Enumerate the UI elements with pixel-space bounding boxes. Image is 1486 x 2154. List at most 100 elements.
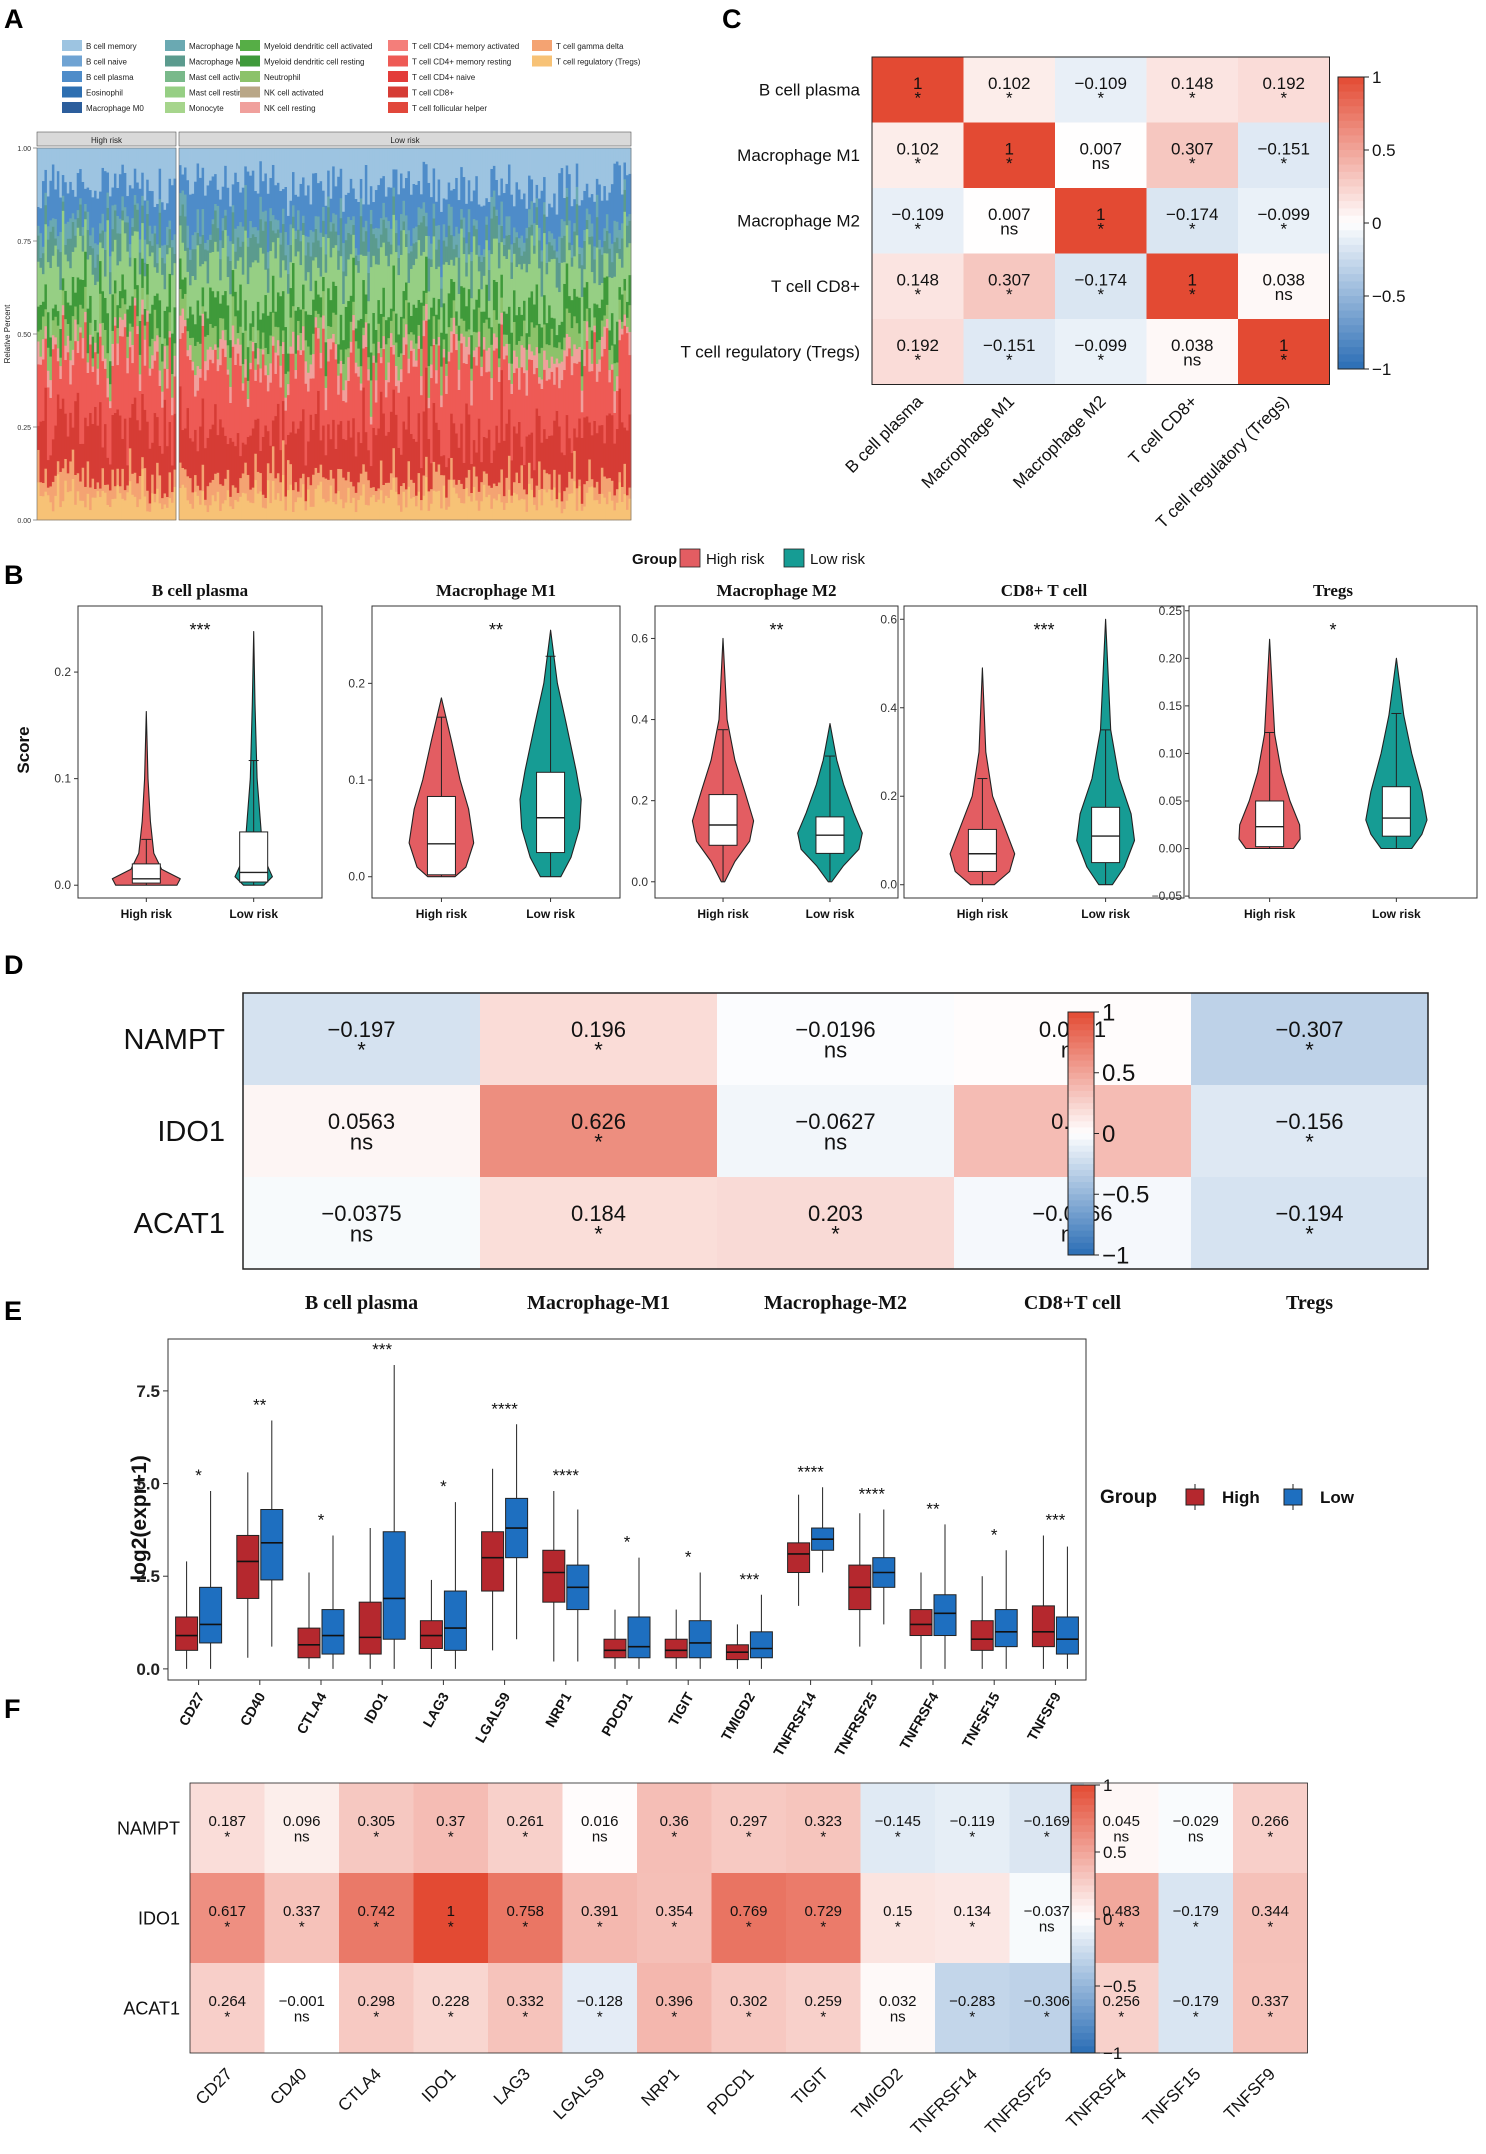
bar-segment-macrophage-m1 — [173, 234, 177, 254]
heat-sig-t-cell-regulatory-tregs-t-cell-cd8: ns — [1183, 351, 1201, 370]
bar-segment-b-cell-memory — [209, 148, 213, 181]
bar-segment-t-cell-regulatory-tregs — [86, 493, 90, 521]
bar-segment-macrophage-m1 — [327, 196, 331, 208]
bar-segment-nk-cell-resting — [99, 323, 102, 337]
bar-segment-myeloid-dendritic-cell-resting — [41, 301, 45, 317]
bar-segment-b-cell-plasma — [264, 173, 268, 211]
bar-segment-neutrophil — [495, 319, 499, 338]
bar-segment-b-cell-plasma — [196, 163, 200, 210]
bar-segment-mast-cell-resting — [153, 266, 157, 296]
bar-segment-myeloid-dendritic-cell-resting — [249, 323, 253, 341]
bar-segment-myeloid-dendritic-cell-resting — [189, 306, 192, 339]
heat-cell-acat1-tnfrsf14 — [935, 1963, 1010, 2053]
bar-segment-macrophage-m1 — [555, 251, 559, 258]
bar-segment-t-cell-gamma-delta — [394, 477, 398, 492]
legend-key-low — [1283, 1488, 1303, 1506]
bar-segment-macrophage-m2 — [613, 241, 617, 277]
bar-segment-b-cell-memory — [54, 148, 58, 190]
bar-segment-nk-cell-resting — [184, 319, 187, 327]
bar-segment-mast-cell-resting — [244, 230, 248, 301]
bar-segment-neutrophil — [387, 337, 391, 363]
bar-segment-t-cell-cd4-memory-resting — [613, 412, 617, 444]
bar-segment-neutrophil — [482, 322, 486, 338]
bar-segment-mast-cell-resting — [209, 252, 213, 288]
bar-segment-neutrophil — [349, 321, 353, 342]
bar-segment-t-cell-regulatory-tregs — [249, 502, 253, 521]
colorbar-step — [1071, 1965, 1095, 1974]
bar-segment-t-cell-gamma-delta — [314, 467, 318, 489]
bar-segment-t-cell-regulatory-tregs — [69, 490, 73, 521]
box-high-tigit — [664, 1638, 688, 1659]
colorbar-step — [1071, 1919, 1095, 1927]
bar-segment-nk-cell-resting — [445, 375, 449, 394]
bar-segment-macrophage-m2 — [460, 219, 464, 229]
bar-segment-macrophage-m2 — [625, 225, 629, 248]
bar-segment-mast-cell-resting — [91, 274, 95, 337]
bar-segment-nk-cell-resting — [553, 363, 557, 385]
bar-segment-neutrophil — [575, 322, 579, 350]
bar-segment-t-cell-cd8 — [209, 428, 213, 483]
bar-segment-t-cell-gamma-delta — [143, 467, 147, 497]
bar-segment-b-cell-plasma — [600, 200, 604, 248]
bar-segment-myeloid-dendritic-cell-resting — [485, 284, 489, 320]
bar-segment-b-cell-plasma — [234, 172, 238, 229]
bar-segment-t-cell-cd4-memory-resting — [131, 362, 135, 404]
bar-segment-nk-cell-resting — [51, 334, 55, 350]
bar-segment-t-cell-regulatory-tregs — [297, 497, 300, 521]
bar-segment-nk-cell-resting — [121, 319, 125, 337]
bar-segment-myeloid-dendritic-cell-resting — [194, 323, 197, 346]
bar-segment-t-cell-cd8 — [309, 414, 313, 486]
bar-segment-t-cell-cd4-memory-resting — [502, 359, 506, 441]
bar-segment-t-cell-gamma-delta — [231, 484, 235, 509]
bar-segment-macrophage-m2 — [477, 256, 481, 272]
bar-segment-t-cell-cd4-memory-resting — [548, 379, 552, 436]
bar-segment-macrophage-m2 — [118, 233, 122, 262]
bar-segment-b-cell-memory — [56, 148, 60, 172]
bar-segment-t-cell-cd4-memory-resting — [610, 369, 614, 416]
bar-segment-mast-cell-resting — [226, 276, 230, 306]
heat-value-acat1-pdcd1: 0.302 — [730, 1993, 768, 2010]
bar-segment-myeloid-dendritic-cell-resting — [362, 279, 366, 328]
bar-segment-t-cell-cd8 — [324, 454, 328, 479]
bar-segment-b-cell-memory — [219, 148, 223, 200]
bar-segment-nk-cell-resting — [512, 350, 516, 373]
bar-segment-neutrophil — [209, 323, 213, 347]
bar-segment-macrophage-m1 — [224, 209, 228, 216]
bar-segment-mast-cell-resting — [364, 255, 368, 295]
bar-segment-myeloid-dendritic-cell-resting — [156, 293, 160, 329]
bar-segment-nk-cell-resting — [74, 319, 78, 342]
bar-segment-nk-cell-resting — [186, 349, 190, 357]
bar-segment-neutrophil — [389, 320, 393, 334]
bar-segment-t-cell-gamma-delta — [332, 478, 336, 502]
bar-segment-myeloid-dendritic-cell-resting — [535, 284, 539, 326]
bar-segment-t-cell-gamma-delta — [442, 475, 446, 486]
bar-segment-b-cell-plasma — [194, 181, 197, 233]
colorbar-step — [1068, 1121, 1094, 1128]
bar-segment-t-cell-regulatory-tregs — [302, 483, 305, 521]
bar-segment-b-cell-memory — [66, 148, 70, 194]
bar-segment-t-cell-cd8 — [289, 432, 293, 465]
bar-segment-nk-cell-resting — [332, 333, 336, 343]
heat-cell-ido1-tnfrsf14 — [935, 1873, 1010, 1963]
bar-segment-macrophage-m1 — [422, 202, 426, 217]
bar-segment-mast-cell-resting — [465, 276, 469, 307]
heat-cell-nampt-nrp1 — [637, 1783, 712, 1873]
legend-label-low: Low — [1320, 1488, 1355, 1507]
bar-segment-myeloid-dendritic-cell-resting — [467, 288, 471, 330]
bar-segment-macrophage-m1 — [387, 220, 391, 242]
bar-segment-myeloid-dendritic-cell-resting — [113, 280, 117, 294]
bar-segment-t-cell-regulatory-tregs — [563, 508, 567, 521]
bar-segment-macrophage-m1 — [86, 211, 90, 230]
bar-segment-t-cell-cd8 — [199, 426, 202, 491]
bar-segment-macrophage-m1 — [138, 239, 142, 253]
bar-segment-b-cell-plasma — [133, 168, 137, 196]
significance-stars: *** — [189, 620, 210, 640]
bar-segment-macrophage-m2 — [214, 210, 218, 242]
heat-sig-t-cell-regulatory-tregs-macrophage-m2: * — [1097, 351, 1104, 370]
bar-segment-mast-cell-resting — [467, 254, 471, 290]
bar-segment-b-cell-memory — [302, 148, 305, 178]
bar-segment-t-cell-gamma-delta — [565, 487, 569, 501]
bar-segment-t-cell-regulatory-tregs — [44, 491, 48, 521]
bar-segment-myeloid-dendritic-cell-resting — [475, 299, 479, 333]
bar-segment-neutrophil — [71, 315, 75, 350]
